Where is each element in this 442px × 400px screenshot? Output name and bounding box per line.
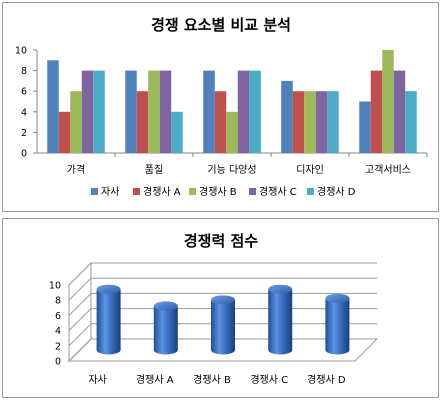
bar bbox=[281, 80, 293, 153]
cylinder-bar bbox=[325, 293, 350, 355]
cylinder-top bbox=[268, 284, 293, 294]
legend-swatch bbox=[307, 188, 314, 195]
y-tick-label: 6 bbox=[55, 311, 61, 322]
y-tick-label: 8 bbox=[55, 296, 61, 307]
legend: 자사 경쟁사 A 경쟁사 B 경쟁사 C 경쟁사 D bbox=[91, 185, 356, 198]
bar bbox=[148, 70, 160, 153]
y-tick-label: 0 bbox=[21, 149, 27, 160]
cylinder-bar bbox=[96, 284, 121, 355]
score-chart-panel: 경쟁력 점수 자사 경쟁사 A 경쟁사 B 경쟁사 C 경쟁사 D 0 2 4 6 8 10 bbox=[2, 218, 439, 398]
cylinder-bar bbox=[153, 301, 178, 355]
bar bbox=[359, 101, 371, 153]
legend-swatch bbox=[249, 188, 256, 195]
y-tick-label: 4 bbox=[55, 326, 61, 337]
x-tick-label: 경쟁사 C bbox=[250, 373, 288, 386]
x-tick-labels: 가격 품질 기능 다양성 디자인 고객서비스 bbox=[67, 163, 411, 176]
bar bbox=[214, 91, 227, 153]
y-tick-label: 2 bbox=[55, 341, 61, 352]
x-tick-label: 기능 다양성 bbox=[207, 164, 256, 176]
legend-swatch bbox=[189, 188, 196, 195]
gridline bbox=[68, 323, 92, 347]
cylinder-bar bbox=[211, 295, 235, 355]
bar bbox=[405, 91, 417, 153]
legend-label: 자사 bbox=[101, 186, 119, 198]
cylinder-top bbox=[211, 295, 235, 305]
bar bbox=[58, 111, 71, 153]
bar bbox=[93, 70, 105, 153]
bar bbox=[136, 91, 149, 153]
y-tick-label: 10 bbox=[49, 281, 61, 292]
bar bbox=[226, 111, 238, 153]
gridline bbox=[68, 262, 92, 286]
cylinder-body bbox=[96, 289, 121, 355]
y-tick-label: 2 bbox=[21, 128, 27, 139]
gridline bbox=[68, 277, 92, 301]
y-tick-label: 10 bbox=[15, 46, 27, 57]
x-tick-labels: 자사 경쟁사 A 경쟁사 B 경쟁사 C 경쟁사 D bbox=[88, 373, 346, 386]
gridline bbox=[68, 293, 92, 316]
gridline bbox=[68, 308, 92, 331]
x-tick-label: 경쟁사 D bbox=[307, 373, 346, 386]
y-tick-label: 4 bbox=[21, 107, 27, 118]
cylinder-top bbox=[96, 284, 121, 294]
bar bbox=[327, 91, 339, 153]
comparison-chart-panel: 경쟁 요소별 비교 분석 가격 품질 기능 다양성 디자인 고객서비스 0 2 4 6 8 10 … bbox=[2, 2, 439, 212]
x-tick-label: 고객서비스 bbox=[365, 164, 411, 176]
legend-label: 경쟁사 D bbox=[317, 185, 356, 198]
bar bbox=[171, 111, 183, 153]
bar bbox=[393, 70, 406, 153]
legend-label: 경쟁사 B bbox=[199, 185, 237, 198]
cylinder-body bbox=[211, 299, 235, 355]
bar bbox=[159, 70, 172, 153]
bar bbox=[70, 91, 82, 153]
x-tick-label: 품질 bbox=[145, 164, 163, 176]
y-tick-label: 8 bbox=[21, 66, 27, 77]
x-tick-label: 가격 bbox=[67, 163, 85, 176]
bars bbox=[96, 284, 350, 355]
bar bbox=[304, 91, 316, 153]
bar bbox=[47, 60, 59, 153]
x-tick-label: 자사 bbox=[88, 374, 106, 386]
x-tick-label: 경쟁사 B bbox=[193, 373, 231, 386]
cylinder-body bbox=[268, 289, 293, 355]
cylinder-bar bbox=[268, 284, 293, 355]
bar bbox=[370, 70, 383, 153]
cylinder-top bbox=[325, 293, 350, 303]
bar bbox=[203, 70, 215, 153]
chart-title: 경쟁 요소별 비교 분석 bbox=[151, 16, 291, 34]
y-tick-labels: 0 2 4 6 8 10 bbox=[15, 46, 27, 160]
cylinder-top bbox=[153, 301, 178, 311]
legend-label: 경쟁사 A bbox=[143, 185, 181, 198]
legend-swatch bbox=[91, 188, 98, 195]
bar bbox=[81, 70, 94, 153]
y-tick-label: 6 bbox=[21, 87, 27, 98]
x-tick-label: 디자인 bbox=[296, 164, 324, 176]
bar bbox=[249, 70, 261, 153]
bar bbox=[382, 50, 394, 153]
legend-label: 경쟁사 C bbox=[259, 185, 297, 198]
bar bbox=[237, 70, 250, 153]
legend-swatch bbox=[133, 188, 140, 195]
y-tick-label: 0 bbox=[55, 357, 61, 368]
y-tick-labels: 0 2 4 6 8 10 bbox=[49, 281, 61, 368]
bar bbox=[315, 91, 328, 153]
gridline bbox=[68, 338, 92, 362]
cylinder-body bbox=[325, 298, 350, 355]
x-tick-label: 경쟁사 A bbox=[136, 373, 174, 386]
cylinder-body bbox=[153, 305, 178, 355]
bar bbox=[292, 91, 305, 153]
bar bbox=[125, 70, 137, 153]
chart-title: 경쟁력 점수 bbox=[184, 232, 258, 250]
comparison-chart: 경쟁 요소별 비교 분석 가격 품질 기능 다양성 디자인 고객서비스 0246810 … bbox=[15, 16, 428, 198]
bars bbox=[47, 50, 417, 153]
score-chart: 경쟁력 점수 자사 경쟁사 A 경쟁사 B 경쟁사 C 경쟁사 D 0 2 4 6 8 10 bbox=[49, 232, 379, 386]
